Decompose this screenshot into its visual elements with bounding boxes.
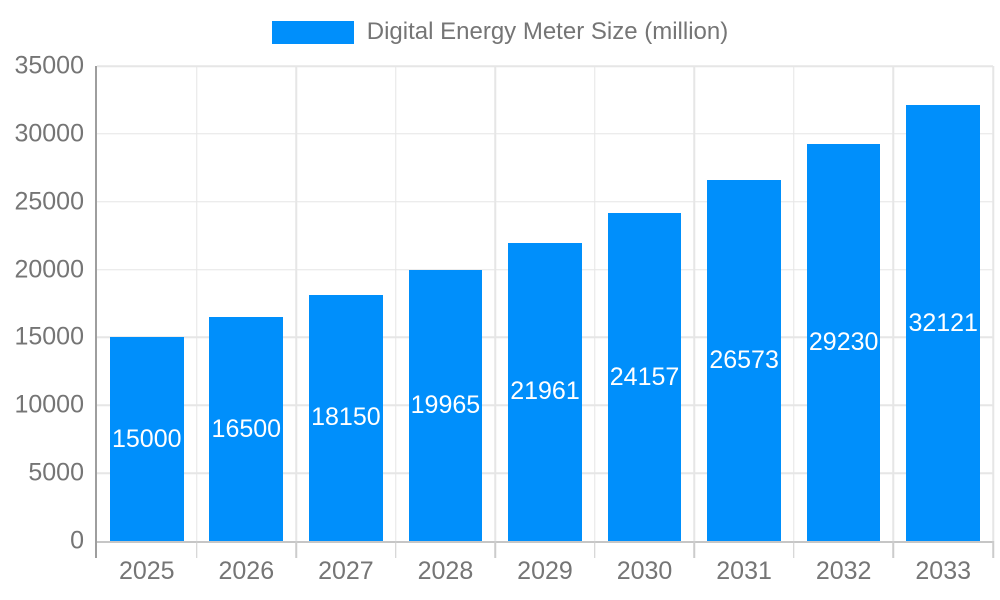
x-tick-label: 2030 — [616, 557, 673, 585]
plot-area: 15000 16500 18150 19965 21961 24157 26573 29230… — [95, 65, 994, 558]
x-tick-label: 2027 — [318, 557, 374, 585]
legend-label: Digital Energy Meter Size (million) — [366, 18, 729, 45]
v-gridline — [494, 66, 496, 541]
y-tick-label: 10000 — [14, 390, 84, 419]
h-gridline — [97, 133, 993, 135]
bar[interactable]: 29230 — [806, 144, 881, 541]
x-tick-label: 2028 — [417, 557, 474, 585]
bar-value-label: 24157 — [609, 362, 680, 391]
bar[interactable]: 24157 — [607, 213, 682, 541]
x-axis-tick — [195, 541, 198, 558]
v-gridline — [394, 66, 397, 541]
x-axis-tick — [494, 541, 496, 558]
x-axis-tick — [594, 541, 596, 558]
h-gridline — [97, 65, 993, 67]
v-gridline — [295, 66, 297, 541]
bar[interactable]: 32121 — [906, 105, 981, 541]
x-axis-tick — [394, 541, 397, 558]
y-axis-labels: 0 5000 10000 15000 20000 25000 30000 35000 — [0, 52, 84, 555]
y-tick-label: 25000 — [14, 187, 84, 216]
bar-value-label: 18150 — [311, 403, 381, 432]
bar-value-label: 16500 — [211, 414, 282, 443]
bar-value-label: 32121 — [908, 308, 978, 337]
x-tick-label: 2033 — [915, 557, 972, 585]
bar[interactable]: 18150 — [309, 294, 383, 541]
y-axis-line — [95, 66, 97, 558]
x-tick-label: 2032 — [815, 557, 872, 585]
bar[interactable]: 16500 — [209, 317, 284, 541]
x-tick-label: 2031 — [716, 557, 772, 585]
y-tick-label: 15000 — [14, 322, 84, 351]
h-gridline — [97, 200, 993, 203]
v-gridline — [693, 66, 696, 541]
legend-swatch — [271, 20, 354, 44]
bar-value-label: 19965 — [410, 391, 481, 420]
v-gridline — [594, 66, 596, 541]
bar-value-label: 15000 — [112, 424, 182, 453]
v-gridline — [195, 66, 198, 541]
x-axis-tick — [793, 541, 795, 558]
bar-value-label: 26573 — [709, 346, 779, 375]
bar[interactable]: 19965 — [408, 270, 483, 541]
y-tick-label: 5000 — [28, 458, 84, 487]
bar-value-label: 29230 — [808, 328, 879, 357]
x-axis-tick — [892, 541, 895, 558]
bar[interactable]: 15000 — [109, 337, 184, 541]
v-gridline — [892, 66, 895, 541]
bar[interactable]: 26573 — [707, 180, 781, 541]
x-axis-tick — [693, 541, 696, 558]
x-tick-label: 2026 — [218, 557, 275, 585]
y-tick-label: 0 — [70, 526, 84, 555]
bar[interactable]: 21961 — [508, 242, 582, 541]
x-tick-label: 2025 — [118, 557, 175, 585]
legend[interactable]: Digital Energy Meter Size (million) — [0, 18, 1000, 46]
v-gridline — [992, 66, 994, 541]
v-gridline — [793, 66, 795, 541]
x-tick-label: 2029 — [517, 557, 573, 585]
x-axis-tick — [295, 541, 297, 558]
y-tick-label: 20000 — [14, 255, 84, 284]
x-axis-labels: 2025 2026 2027 2028 2029 2030 2031 2032 2033 — [97, 557, 993, 589]
x-axis-tick — [992, 541, 994, 558]
y-tick-label: 30000 — [14, 119, 84, 148]
bar-value-label: 21961 — [510, 377, 580, 406]
y-tick-label: 35000 — [14, 51, 84, 80]
